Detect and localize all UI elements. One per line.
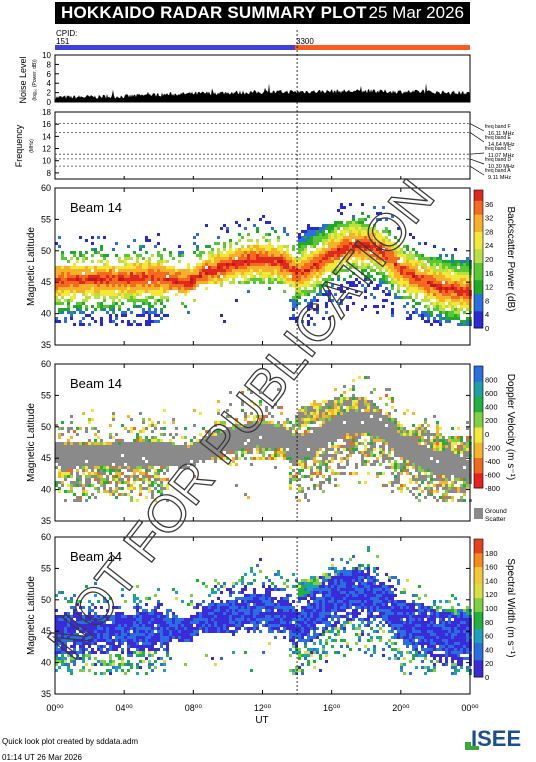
cbar-tick-1-5: 200 bbox=[485, 416, 498, 425]
cbar-tick-2-9: 180 bbox=[485, 549, 498, 558]
cbar-tick-1-0: -800 bbox=[485, 484, 500, 493]
lat-tick-1-1: 40 bbox=[41, 485, 51, 495]
lat-tick-1-5: 60 bbox=[41, 359, 51, 369]
freq-tick-2: 12 bbox=[42, 145, 51, 154]
lat-tick-1-0: 35 bbox=[41, 516, 51, 526]
cbar-tick-0-1: 4 bbox=[485, 310, 489, 319]
noise-tick-3: 6 bbox=[47, 70, 52, 79]
lat-tick-0-3: 50 bbox=[41, 246, 51, 256]
freq-tick-0: 8 bbox=[47, 169, 52, 178]
cpid-value-2: 3300 bbox=[296, 37, 314, 46]
colorbar-label-0: Backscatter Power (dB) bbox=[505, 206, 516, 311]
cbar-tick-2-3: 60 bbox=[485, 632, 493, 641]
x-axis-label: UT bbox=[255, 715, 268, 726]
cbar-tick-0-2: 8 bbox=[485, 296, 489, 305]
lat-axis-label-0: Magnetic Latitude bbox=[26, 227, 37, 306]
lat-tick-1-4: 55 bbox=[41, 390, 51, 400]
lat-tick-2-4: 55 bbox=[41, 563, 51, 573]
cbar-tick-0-7: 28 bbox=[485, 227, 493, 236]
footer-credit: Quick look plot created by sddata.adm bbox=[2, 737, 138, 746]
lat-tick-0-1: 40 bbox=[41, 309, 51, 319]
x-tick-5: 20⁰⁰ bbox=[392, 703, 410, 713]
lat-tick-1-2: 45 bbox=[41, 453, 51, 463]
noise-tick-4: 8 bbox=[47, 60, 52, 69]
noise-ylabel: Noise Level bbox=[18, 56, 28, 103]
cbar-tick-1-1: -600 bbox=[485, 470, 500, 479]
x-tick-4: 16⁰⁰ bbox=[323, 703, 341, 713]
lat-tick-2-5: 60 bbox=[41, 532, 51, 542]
cbar-tick-1-7: 600 bbox=[485, 389, 498, 398]
freq-tick-4: 16 bbox=[42, 120, 51, 129]
noise-ylabel-sub: (log₁₀ (Power, dB)) bbox=[32, 59, 38, 101]
x-tick-6: 00⁰⁰ bbox=[461, 703, 479, 713]
cbar-tick-1-8: 800 bbox=[485, 376, 498, 385]
noise-tick-2: 4 bbox=[47, 79, 52, 88]
lat-tick-2-1: 40 bbox=[41, 658, 51, 668]
lat-tick-2-0: 35 bbox=[41, 689, 51, 699]
lat-tick-1-3: 50 bbox=[41, 422, 51, 432]
x-tick-2: 08⁰⁰ bbox=[185, 703, 203, 713]
freq-band-name-0: freq band F bbox=[485, 124, 511, 130]
freq-band-value-4: 9.11 MHz bbox=[488, 175, 511, 181]
lat-tick-0-2: 45 bbox=[41, 277, 51, 287]
freq-tick-3: 14 bbox=[42, 132, 51, 141]
ground-scatter-swatch bbox=[474, 508, 483, 519]
cbar-tick-2-1: 20 bbox=[485, 659, 493, 668]
cbar-tick-2-4: 80 bbox=[485, 618, 493, 627]
cpid-value-1: 151 bbox=[56, 37, 70, 46]
freq-band-name-3: freq band D bbox=[485, 157, 512, 163]
cpid-bar-3300 bbox=[295, 45, 470, 50]
lat-tick-0-0: 35 bbox=[41, 340, 51, 350]
cbar-tick-2-5: 100 bbox=[485, 604, 498, 613]
cbar-tick-1-4: 0 bbox=[485, 430, 489, 439]
cbar-tick-0-3: 12 bbox=[485, 283, 493, 292]
x-tick-0: 00⁰⁰ bbox=[46, 703, 64, 713]
lat-axis-label-2: Magnetic Latitude bbox=[26, 576, 37, 655]
noise-tick-0: 0 bbox=[47, 98, 52, 107]
freq-tick-1: 10 bbox=[42, 157, 51, 166]
colorbar-label-2: Spectral Width (m s⁻¹) bbox=[505, 558, 516, 657]
cbar-tick-1-6: 400 bbox=[485, 403, 498, 412]
lat-axis-label-1: Magnetic Latitude bbox=[26, 403, 37, 482]
freq-band-name-2: freq band C bbox=[485, 146, 512, 152]
beam-label-1: Beam 14 bbox=[70, 376, 122, 391]
freq-ylabel-sub: (MHz) bbox=[29, 139, 35, 153]
cbar-tick-2-6: 120 bbox=[485, 590, 498, 599]
lat-tick-0-4: 55 bbox=[41, 214, 51, 224]
ground-scatter-label-2: Scatter bbox=[485, 516, 506, 523]
cbar-tick-2-2: 40 bbox=[485, 645, 493, 654]
cbar-tick-2-8: 160 bbox=[485, 563, 498, 572]
cbar-tick-0-9: 36 bbox=[485, 200, 493, 209]
cbar-tick-0-6: 24 bbox=[485, 241, 493, 250]
cpid-bar-151 bbox=[55, 45, 295, 50]
isee-logo: ISEE bbox=[465, 720, 525, 754]
lat-tick-2-3: 50 bbox=[41, 595, 51, 605]
freq-band-name-1: freq band E bbox=[485, 135, 512, 141]
cbar-tick-2-0: 0 bbox=[485, 673, 489, 682]
cbar-tick-0-5: 20 bbox=[485, 255, 493, 264]
freq-ylabel: Frequency bbox=[14, 124, 24, 167]
cbar-tick-1-3: -200 bbox=[485, 443, 500, 452]
lat-tick-0-5: 60 bbox=[41, 183, 51, 193]
x-tick-1: 04⁰⁰ bbox=[116, 703, 134, 713]
freq-tick-5: 18 bbox=[42, 108, 51, 117]
cbar-tick-0-8: 32 bbox=[485, 214, 493, 223]
cbar-tick-2-7: 140 bbox=[485, 576, 498, 585]
cbar-tick-0-0: 0 bbox=[485, 324, 489, 333]
x-tick-3: 12⁰⁰ bbox=[254, 703, 272, 713]
beam-label-0: Beam 14 bbox=[70, 200, 122, 215]
noise-tick-1: 2 bbox=[47, 89, 52, 98]
ground-scatter-label-1: Ground bbox=[485, 508, 507, 515]
cbar-tick-1-2: -400 bbox=[485, 457, 500, 466]
freq-band-name-4: freq band A bbox=[485, 168, 511, 174]
colorbar-label-1: Doppler Velocity (m s⁻¹) bbox=[505, 374, 516, 480]
cbar-tick-0-4: 16 bbox=[485, 269, 493, 278]
noise-tick-5: 10 bbox=[42, 51, 51, 60]
logo-text: ISEE bbox=[471, 726, 521, 751]
